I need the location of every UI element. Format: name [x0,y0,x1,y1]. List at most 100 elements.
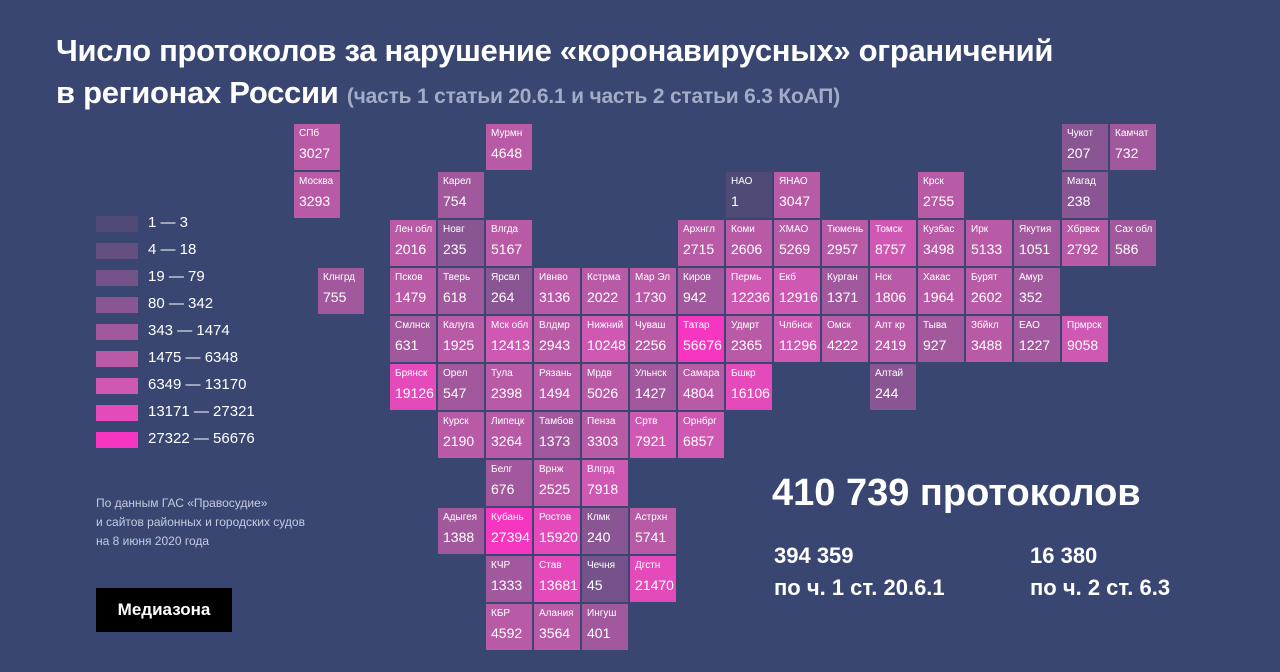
region-tile: Став 13681 [534,556,580,602]
region-name: Псков [395,272,423,283]
region-value: 1427 [635,385,667,401]
region-name: НАО [731,176,753,187]
source-line1: По данным ГАС «Правосудие» [96,496,268,510]
part1-value: 394 359 [774,543,854,568]
region-value: 16106 [731,385,770,401]
legend-label: 6349 — 13170 [148,376,247,393]
region-value: 1388 [443,529,475,545]
region-name: Белг [491,464,513,475]
region-value: 238 [1067,193,1091,209]
region-value: 755 [323,289,347,305]
region-value: 7918 [587,481,619,497]
region-tile: Хбрвск 2792 [1062,220,1108,266]
region-value: 5167 [491,241,523,257]
region-name: Дгстн [635,560,661,571]
region-value: 1730 [635,289,667,305]
region-value: 2525 [539,481,571,497]
region-value: 240 [587,529,611,545]
legend-label: 27322 — 56676 [148,430,255,447]
region-tile: Рязань 1494 [534,364,580,410]
region-value: 8757 [875,241,907,257]
region-value: 3488 [971,337,1003,353]
region-value: 4222 [827,337,859,353]
part2-value: 16 380 [1030,543,1098,568]
region-value: 5026 [587,385,619,401]
region-tile: Липецк 3264 [486,412,532,458]
region-name: Ростов [539,512,572,523]
region-name: Киров [683,272,711,283]
region-name: Клнгрд [323,272,355,283]
region-value: 12916 [779,289,818,305]
region-name: СПб [299,128,320,139]
region-value: 2016 [395,241,427,257]
region-tile: Мск обл 12413 [486,316,532,362]
region-tile: Клнгрд 755 [318,268,364,314]
region-value: 207 [1067,145,1091,161]
region-name: КЧР [491,560,511,571]
region-name: Томск [875,224,903,235]
region-name: Клмк [587,512,610,523]
region-name: Адыгея [443,512,478,523]
region-tile: Омск 4222 [822,316,868,362]
region-tile: Киров 942 [678,268,724,314]
region-tile: Мурмн 4648 [486,124,532,170]
region-value: 2365 [731,337,763,353]
region-name: Чукот [1067,128,1094,139]
region-value: 56676 [683,337,722,353]
region-name: Тверь [443,272,471,283]
region-tile: Орнбрг 6857 [678,412,724,458]
source-line3: на 8 июня 2020 года [96,534,210,548]
region-value: 3264 [491,433,523,449]
region-tile: Тыва 927 [918,316,964,362]
region-value: 942 [683,289,707,305]
region-name: Став [539,560,562,571]
region-name: Алт кр [875,320,905,331]
region-tile: Чечня 45 [582,556,628,602]
region-name: Прмрск [1067,320,1102,331]
region-value: 2398 [491,385,523,401]
region-value: 631 [395,337,419,353]
region-value: 3564 [539,625,571,641]
region-value: 1925 [443,337,475,353]
region-tile: Удмрт 2365 [726,316,772,362]
region-tile: Члбнск 11296 [774,316,820,362]
region-name: Калуга [443,320,475,331]
region-name: Курган [827,272,858,283]
region-value: 5269 [779,241,811,257]
region-name: Члбнск [779,320,813,331]
region-tile: Клмк 240 [582,508,628,554]
region-tile: Амур 352 [1014,268,1060,314]
region-name: Якутия [1019,224,1052,235]
region-tile: Кубань 27394 [486,508,532,554]
region-value: 45 [587,577,603,593]
region-name: Крск [923,176,944,187]
region-tile: Брянск 19126 [390,364,436,410]
region-value: 244 [875,385,899,401]
region-value: 7921 [635,433,667,449]
region-value: 3303 [587,433,619,449]
region-name: Омск [827,320,852,331]
region-value: 19126 [395,385,434,401]
region-value: 10248 [587,337,626,353]
region-name: Збйкл [971,320,999,331]
region-value: 3293 [299,193,331,209]
mediazona-logo: Медиазона [96,588,232,632]
region-tile: Магад 238 [1062,172,1108,218]
region-value: 264 [491,289,515,305]
region-tile: Чукот 207 [1062,124,1108,170]
region-tile: Прмрск 9058 [1062,316,1108,362]
region-value: 235 [443,241,467,257]
region-name: Бурят [971,272,998,283]
region-tile: НАО 1 [726,172,772,218]
region-name: ЕАО [1019,320,1040,331]
region-tile: Курган 1371 [822,268,868,314]
source-line2: и сайтов районных и городских судов [96,515,305,529]
region-tile: КБР 4592 [486,604,532,650]
region-name: ЯНАО [779,176,808,187]
region-tile: Крск 2755 [918,172,964,218]
region-name: Хакас [923,272,951,283]
region-name: Магад [1067,176,1096,187]
part2-stat: 16 380 по ч. 2 ст. 6.3 [1030,540,1170,604]
region-name: Амур [1019,272,1044,283]
region-name: Тюмень [827,224,864,235]
